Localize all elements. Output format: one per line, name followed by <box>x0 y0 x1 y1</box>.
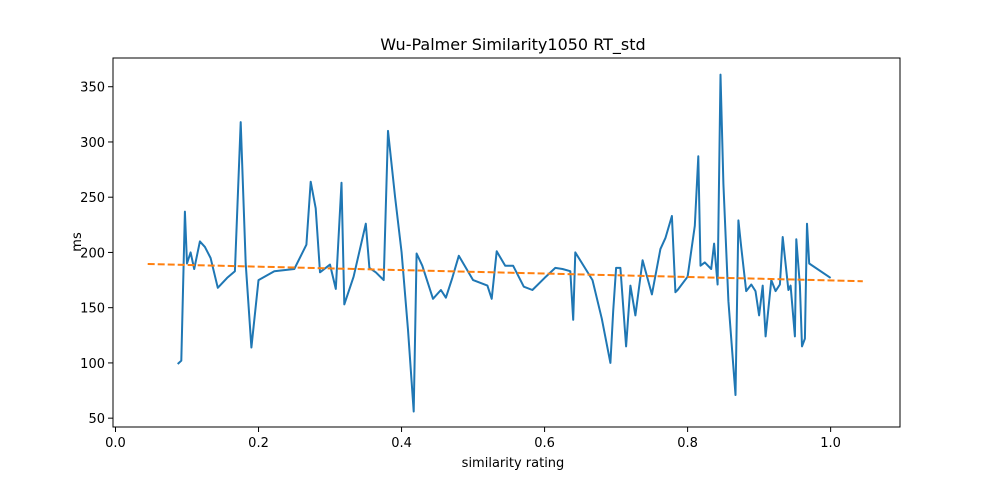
y-tick-label: 50 <box>88 412 105 427</box>
x-axis-label: similarity rating <box>462 456 565 471</box>
chart-title: Wu-Palmer Similarity1050 RT_std <box>380 35 645 55</box>
x-tick-label: 1.0 <box>820 436 841 451</box>
y-tick-label: 200 <box>80 246 105 261</box>
plot-area <box>147 73 863 413</box>
x-tick-label: 0.8 <box>677 436 698 451</box>
y-tick-label: 300 <box>80 136 105 151</box>
y-axis-label: ms <box>70 232 85 252</box>
x-axis: 0.0 0.2 0.4 0.6 0.8 1.0 <box>105 427 841 451</box>
series-line <box>177 73 832 413</box>
plot-frame <box>112 57 901 428</box>
trend-line <box>147 263 863 283</box>
x-tick-label: 0.4 <box>391 436 412 451</box>
y-tick-label: 250 <box>80 191 105 206</box>
y-tick-label: 100 <box>80 357 105 372</box>
x-tick-label: 0.6 <box>534 436 555 451</box>
x-tick-label: 0.0 <box>105 436 126 451</box>
y-tick-label: 150 <box>80 302 105 317</box>
y-tick-label: 350 <box>80 81 105 96</box>
x-tick-label: 0.2 <box>248 436 269 451</box>
y-axis: 50 100 150 200 250 300 350 <box>80 81 113 427</box>
